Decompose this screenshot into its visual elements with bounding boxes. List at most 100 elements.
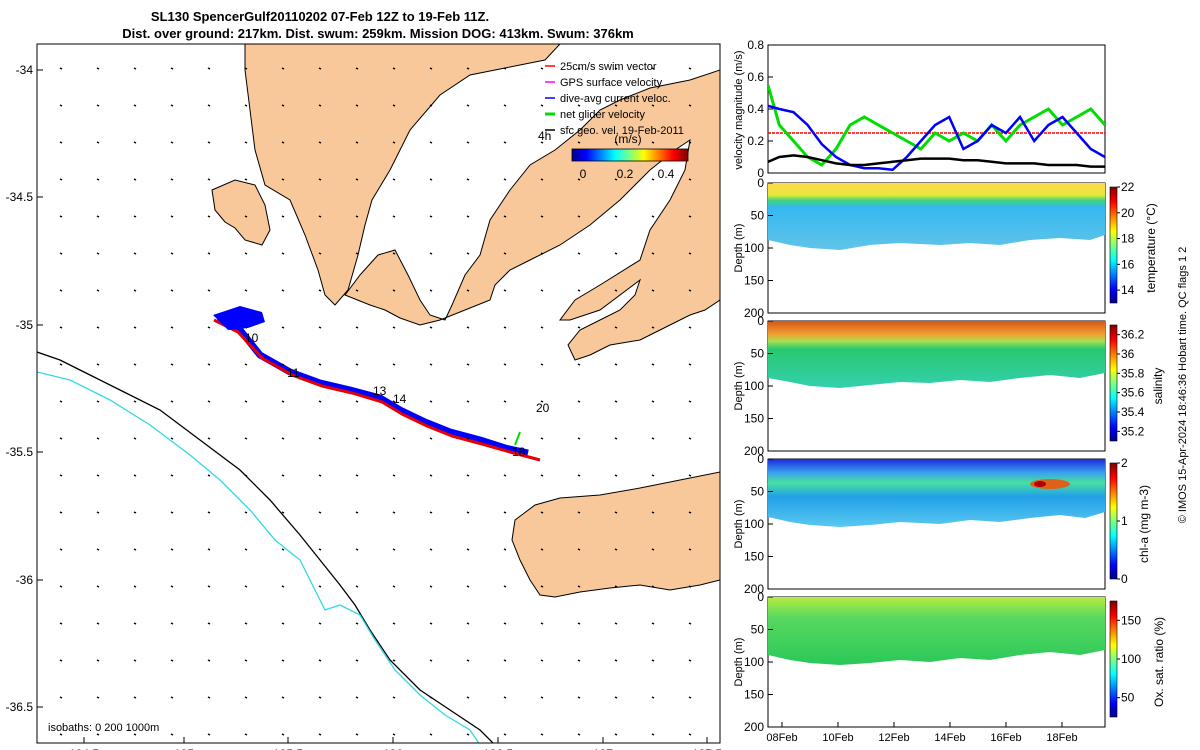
depth-tick-label: 150 [744, 274, 764, 288]
arrow-mark [318, 178, 322, 181]
arrow-mark [59, 659, 63, 662]
arrow-mark [466, 326, 470, 329]
arrow-mark [614, 104, 618, 107]
velocity-ylabel: velocity magnitude (m/s) [733, 50, 745, 169]
arrow-mark [244, 363, 248, 366]
arrow-mark [207, 141, 211, 144]
arrow-mark [59, 733, 63, 736]
arrow-mark [429, 733, 433, 736]
arrow-mark [429, 326, 433, 329]
chla-colorbar-ticks: 0 1 2 [1117, 456, 1128, 586]
arrow-mark [577, 400, 581, 403]
arrow-mark [540, 622, 544, 625]
colorbar-tick-label: 22 [1121, 180, 1135, 194]
arrow-mark [688, 585, 692, 588]
map-y-tick-label: -36 [16, 573, 34, 587]
day-label-13: 13 [373, 384, 387, 398]
arrow-mark [59, 141, 63, 144]
arrow-mark [503, 437, 507, 440]
arrow-mark [577, 622, 581, 625]
oxygen-field [768, 597, 1105, 665]
depth-tick-label: 200 [744, 720, 764, 734]
arrow-mark [651, 696, 655, 699]
velocity-y-tick-label: 0.2 [747, 134, 764, 148]
arrow-mark [651, 363, 655, 366]
arrow-mark [651, 400, 655, 403]
arrow-mark [355, 363, 359, 366]
arrow-mark [96, 400, 100, 403]
arrow-mark [651, 585, 655, 588]
arrow-mark [466, 363, 470, 366]
arrow-mark [688, 215, 692, 218]
isobath-label: isobaths: 0 200 1000m [48, 722, 159, 734]
arrow-mark [133, 622, 137, 625]
arrow-mark [688, 67, 692, 70]
arrow-mark [614, 548, 618, 551]
arrow-mark [355, 289, 359, 292]
isobath-1000m [37, 371, 480, 743]
land-yorke-peninsula [344, 69, 720, 361]
arrow-mark [503, 178, 507, 181]
arrow-mark [429, 622, 433, 625]
arrow-mark [170, 400, 174, 403]
oxygen-colorbar-ticks: 50 100 150 [1117, 613, 1141, 705]
time-tick-label: 12Feb [878, 732, 909, 744]
arrow-mark [577, 585, 581, 588]
arrow-mark [540, 67, 544, 70]
arrow-mark [355, 696, 359, 699]
arrow-mark [281, 289, 285, 292]
arrow-mark [59, 511, 63, 514]
arrow-mark [281, 215, 285, 218]
depth-tick-label: 200 [744, 582, 764, 596]
arrow-mark [170, 585, 174, 588]
arrow-mark [281, 178, 285, 181]
arrow-mark [503, 585, 507, 588]
arrow-mark [244, 474, 248, 477]
salinity-colorbar-ticks: 35.2 35.4 35.6 35.8 36 36.2 [1117, 328, 1145, 438]
arrow-mark [355, 622, 359, 625]
arrow-mark [133, 511, 137, 514]
arrow-mark [355, 585, 359, 588]
arrow-mark [614, 659, 618, 662]
arrow-mark [170, 622, 174, 625]
arrow-mark [651, 511, 655, 514]
depth-tick-label: 0 [757, 314, 764, 328]
arrow-mark [133, 215, 137, 218]
legend-gps-velocity: GPS surface velocity [560, 77, 663, 89]
arrow-mark [540, 252, 544, 255]
colorbar-tick-label: 35.2 [1121, 424, 1145, 438]
arrow-mark [540, 363, 544, 366]
arrow-mark [244, 289, 248, 292]
time-tick-label: 14Feb [934, 732, 965, 744]
arrow-mark [540, 326, 544, 329]
temperature-y-axis: 0 50 100 150 200 [744, 176, 773, 320]
arrow-mark [96, 67, 100, 70]
arrow-mark [207, 104, 211, 107]
arrow-mark [133, 326, 137, 329]
arrow-mark [170, 548, 174, 551]
arrow-mark [281, 696, 285, 699]
arrow-mark [688, 696, 692, 699]
arrow-mark [503, 511, 507, 514]
arrow-mark [59, 289, 63, 292]
depth-tick-label: 0 [757, 452, 764, 466]
arrow-mark [614, 67, 618, 70]
arrow-mark [170, 215, 174, 218]
arrow-mark [577, 178, 581, 181]
arrow-mark [688, 733, 692, 736]
depth-tick-label: 50 [751, 347, 765, 361]
map-x-tick-label: 137 [593, 747, 613, 750]
colorbar-tick-label: 150 [1121, 613, 1141, 627]
colorbar-tick-label: 36.2 [1121, 328, 1145, 342]
arrow-mark [207, 548, 211, 551]
arrow-mark [651, 474, 655, 477]
colorbar-tick-1: 0.2 [617, 167, 634, 181]
legend-sfc-geo-vel: sfc geo. vel. 19-Feb-2011 [560, 125, 684, 137]
arrow-mark [96, 363, 100, 366]
arrow-mark [651, 252, 655, 255]
arrow-mark [318, 141, 322, 144]
depth-tick-label: 0 [757, 590, 764, 604]
arrow-mark [170, 104, 174, 107]
arrow-mark [392, 141, 396, 144]
